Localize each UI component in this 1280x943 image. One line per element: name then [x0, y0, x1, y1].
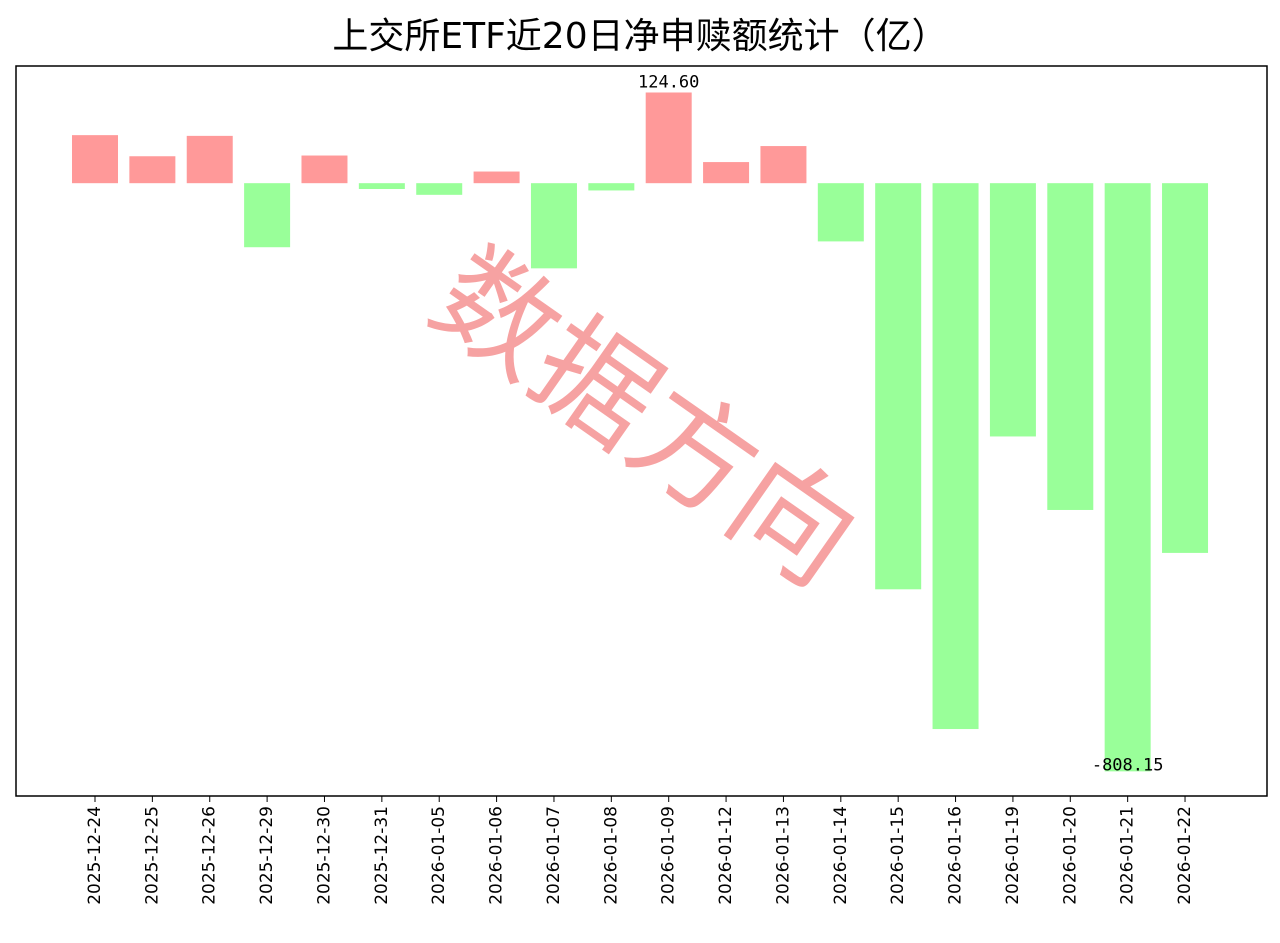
bar: [358, 183, 405, 190]
bar: [989, 183, 1036, 437]
x-tick-label: 2026-01-09: [659, 806, 679, 905]
x-tick-label: 2026-01-15: [888, 806, 908, 905]
bar: [72, 135, 118, 184]
x-tick-label: 2026-01-05: [429, 806, 449, 905]
x-tick-label: 2026-01-19: [1003, 806, 1023, 905]
bar: [473, 171, 520, 184]
bar: [645, 92, 692, 184]
x-tick-label: 2025-12-25: [142, 806, 162, 905]
bar: [588, 183, 635, 191]
x-tick-label: 2025-12-24: [85, 806, 105, 905]
chart-title: 上交所ETF近20日净申赎额统计（亿）: [332, 16, 947, 57]
x-tick-label: 2026-01-12: [716, 806, 736, 905]
x-tick-label: 2026-01-21: [1118, 806, 1138, 905]
bar: [760, 146, 807, 184]
x-tick-label: 2026-01-20: [1060, 806, 1080, 905]
x-tick-label: 2026-01-13: [773, 806, 793, 905]
bar: [301, 155, 348, 184]
bar: [817, 183, 864, 242]
bar: [244, 183, 291, 248]
bar: [1047, 183, 1094, 510]
value-label: -808.15: [1092, 755, 1164, 775]
x-tick-label: 2026-01-08: [601, 806, 621, 905]
bar: [530, 183, 577, 269]
bar: [932, 183, 979, 730]
bar: [875, 183, 922, 590]
bar: [186, 135, 233, 184]
x-tick-label: 2025-12-30: [314, 806, 334, 905]
bar: [1162, 183, 1209, 553]
watermark: 数据方向: [408, 224, 881, 613]
value-label: 124.60: [638, 72, 699, 92]
plot-frame: [15, 65, 1268, 797]
x-tick-label: 2026-01-16: [946, 806, 966, 905]
x-tick-label: 2025-12-31: [372, 806, 392, 905]
x-tick-label: 2026-01-14: [831, 806, 851, 905]
bar: [129, 156, 176, 184]
bar: [1104, 183, 1151, 772]
bar: [416, 183, 463, 195]
x-tick-label: 2026-01-22: [1175, 806, 1195, 905]
x-tick-label: 2026-01-07: [544, 806, 564, 905]
x-tick-label: 2026-01-06: [487, 806, 507, 905]
x-tick-label: 2025-12-29: [257, 806, 277, 905]
x-tick-label: 2025-12-26: [200, 806, 220, 905]
bar: [703, 162, 750, 184]
